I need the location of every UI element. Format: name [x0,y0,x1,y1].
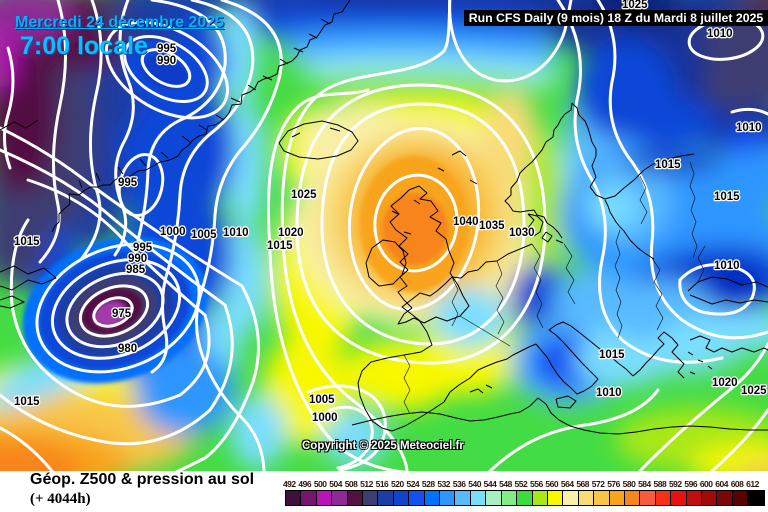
svg-text:1005: 1005 [191,229,217,241]
svg-text:1015: 1015 [267,240,293,252]
svg-text:1015: 1015 [14,236,40,248]
svg-text:1020: 1020 [712,377,738,389]
svg-text:975: 975 [112,308,132,320]
svg-text:1040: 1040 [453,216,479,228]
svg-text:995: 995 [157,43,177,55]
svg-text:1025: 1025 [622,0,648,11]
svg-text:1005: 1005 [309,394,335,406]
svg-text:980: 980 [118,343,137,355]
svg-text:1015: 1015 [714,191,740,203]
svg-text:1000: 1000 [312,412,338,424]
svg-text:1010: 1010 [223,227,249,239]
svg-text:1025: 1025 [741,385,767,397]
svg-text:1010: 1010 [714,260,740,272]
svg-text:1010: 1010 [596,387,622,399]
svg-text:995: 995 [118,177,138,189]
svg-text:1015: 1015 [599,349,625,361]
svg-text:1000: 1000 [160,226,186,238]
svg-text:1010: 1010 [736,122,762,134]
svg-text:990: 990 [128,253,147,265]
svg-text:1035: 1035 [479,220,505,232]
svg-text:985: 985 [126,264,146,276]
svg-text:990: 990 [157,55,176,67]
svg-text:995: 995 [133,242,153,254]
svg-text:1030: 1030 [509,227,535,239]
svg-text:1020: 1020 [278,227,304,239]
svg-text:1015: 1015 [655,159,681,171]
svg-text:1010: 1010 [707,28,733,40]
svg-text:1025: 1025 [291,189,317,201]
svg-text:1015: 1015 [14,396,40,408]
